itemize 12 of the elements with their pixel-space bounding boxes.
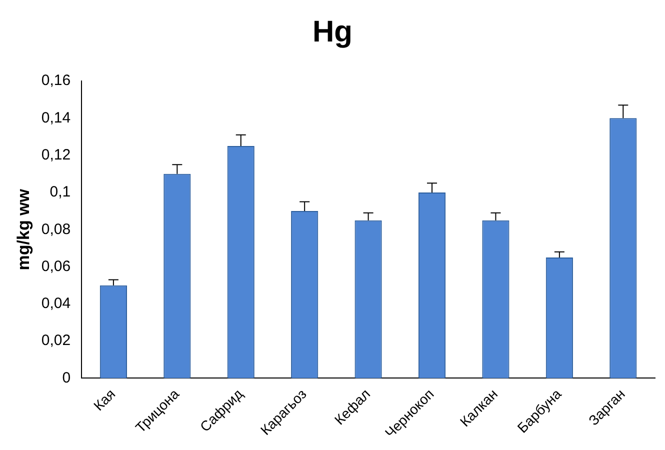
y-tick-label: 0,08 bbox=[41, 220, 71, 238]
y-tick-label: 0 bbox=[62, 369, 71, 386]
y-tick-label: 0,06 bbox=[41, 258, 71, 275]
y-tick-label: 0,14 bbox=[41, 109, 71, 126]
y-tick-label: 0,02 bbox=[41, 332, 71, 350]
y-tick-label: 0,12 bbox=[41, 146, 71, 164]
y-axis-title: mg/kg ww bbox=[14, 188, 33, 270]
x-tick-label: Кая bbox=[90, 386, 118, 414]
chart-title: Hg bbox=[312, 15, 352, 48]
y-tick-label: 0,04 bbox=[41, 295, 71, 312]
y-tick-label: 0,16 bbox=[41, 72, 71, 90]
y-tick-label: 0,1 bbox=[50, 184, 71, 201]
